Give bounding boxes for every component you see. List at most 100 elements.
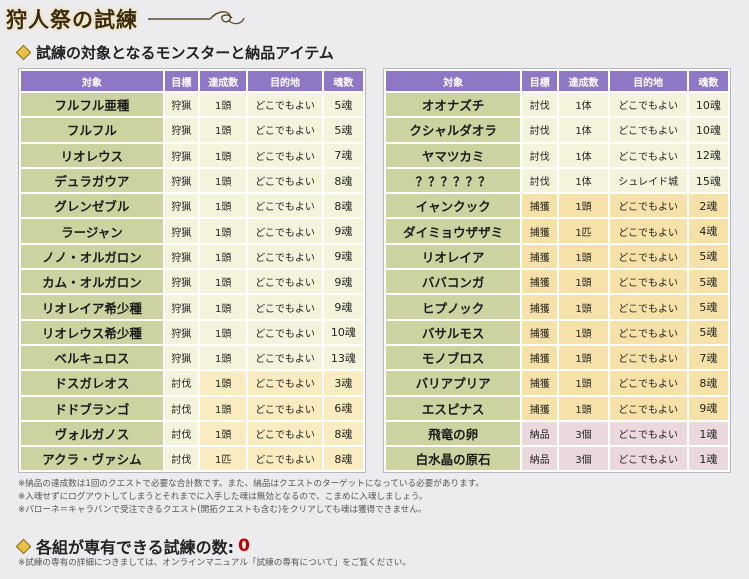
cell-count: 1頭 (559, 244, 608, 269)
cell-method: 討伐 (522, 168, 558, 193)
cell-count: 1体 (559, 93, 608, 117)
cell-souls: 1魂 (688, 421, 728, 446)
cell-count: 1頭 (200, 118, 247, 142)
table-row: ダイミョウザザミ 捕獲 1匹 どこでもよい 4魂 (386, 219, 728, 243)
table-row: ベルキュロス 狩猟 1頭 どこでもよい 13魂 (21, 345, 363, 370)
table-row: リオレイア 捕獲 1頭 どこでもよい 5魂 (386, 244, 728, 269)
cell-destination: どこでもよい (609, 270, 687, 294)
cell-destination: どこでもよい (248, 371, 322, 395)
diamond-bullet-icon (15, 44, 32, 61)
cell-method: 狩猟 (164, 194, 199, 218)
cell-target: デュラガウア (21, 168, 163, 193)
cell-destination: どこでもよい (609, 219, 687, 243)
table-row: リオレウス希少種 狩猟 1頭 どこでもよい 10魂 (21, 320, 363, 344)
cell-souls: 5魂 (688, 270, 728, 294)
table-row: ヤマツカミ 討伐 1体 どこでもよい 12魂 (386, 143, 728, 167)
cell-souls: 8魂 (323, 194, 363, 218)
notes-block: ※納品の達成数は1回のクエストで必要な合計数です。また、納品はクエストのターゲッ… (18, 478, 484, 517)
cell-target: リオレイア (386, 244, 521, 269)
cell-souls: 9魂 (323, 219, 363, 243)
cell-count: 1頭 (559, 295, 608, 319)
cell-count: 1匹 (559, 219, 608, 243)
exclusive-count: 0 (238, 536, 250, 556)
cell-souls: 3魂 (323, 371, 363, 395)
cell-destination: どこでもよい (609, 244, 687, 269)
cell-target: カム・オルガロン (21, 270, 163, 294)
cell-target: ヒプノック (386, 295, 521, 319)
cell-target: ベルキュロス (21, 345, 163, 370)
cell-method: 討伐 (164, 396, 199, 420)
cell-target: フルフル (21, 118, 163, 142)
cell-destination: どこでもよい (248, 320, 322, 344)
cell-souls: 13魂 (323, 345, 363, 370)
table-header-row: 対象 目標 達成数 目的地 魂数 (386, 71, 728, 91)
cell-method: 捕獲 (522, 371, 558, 395)
cell-souls: 7魂 (323, 143, 363, 167)
cell-destination: どこでもよい (248, 194, 322, 218)
cell-destination: どこでもよい (609, 371, 687, 395)
table-row: リオレイア希少種 狩猟 1頭 どこでもよい 9魂 (21, 295, 363, 319)
cell-target: モノブロス (386, 345, 521, 370)
cell-souls: 5魂 (323, 118, 363, 142)
cell-destination: どこでもよい (609, 396, 687, 420)
cell-count: 1頭 (200, 93, 247, 117)
cell-count: 1頭 (559, 371, 608, 395)
cell-target: ノノ・オルガロン (21, 244, 163, 269)
table-row: フルフル亜種 狩猟 1頭 どこでもよい 5魂 (21, 93, 363, 117)
table-row: 白水晶の原石 納品 3個 どこでもよい 1魂 (386, 447, 728, 471)
cell-souls: 5魂 (323, 93, 363, 117)
cell-method: 討伐 (164, 421, 199, 446)
section-heading-targets: 試練の対象となるモンスターと納品アイテム (15, 42, 334, 63)
cell-souls: 8魂 (323, 447, 363, 471)
cell-count: 1頭 (200, 168, 247, 193)
cell-souls: 7魂 (688, 345, 728, 370)
header-method: 目標 (164, 71, 199, 91)
table-row: フルフル 狩猟 1頭 どこでもよい 5魂 (21, 118, 363, 142)
cell-souls: 9魂 (323, 244, 363, 269)
cell-souls: 2魂 (688, 194, 728, 218)
cell-souls: 12魂 (688, 143, 728, 167)
cell-target: エスピナス (386, 396, 521, 420)
cell-destination: どこでもよい (248, 270, 322, 294)
note-line: ※納品の達成数は1回のクエストで必要な合計数です。また、納品はクエストのターゲッ… (18, 479, 484, 489)
header-destination: 目的地 (248, 71, 322, 91)
cell-destination: どこでもよい (609, 194, 687, 218)
cell-count: 1体 (559, 168, 608, 193)
footnote: ※試練の専有の詳細につきましては、オンラインマニュアル「試練の専有について」をご… (18, 558, 411, 568)
cell-souls: 9魂 (688, 396, 728, 420)
table-row: エスピナス 捕獲 1頭 どこでもよい 9魂 (386, 396, 728, 420)
cell-souls: 15魂 (688, 168, 728, 193)
table-row: ラージャン 狩猟 1頭 どこでもよい 9魂 (21, 219, 363, 243)
cell-destination: どこでもよい (609, 447, 687, 471)
cell-count: 1頭 (200, 219, 247, 243)
table-row: ドドブランゴ 討伐 1頭 どこでもよい 6魂 (21, 396, 363, 420)
cell-target: バリアプリア (386, 371, 521, 395)
cell-target: 白水晶の原石 (386, 447, 521, 471)
table-row: アクラ・ヴァシム 討伐 1匹 どこでもよい 8魂 (21, 447, 363, 471)
cell-count: 1頭 (559, 320, 608, 344)
ornament-flourish-icon (148, 11, 245, 25)
cell-target: ヤマツカミ (386, 143, 521, 167)
table-row: ババコンガ 捕獲 1頭 どこでもよい 5魂 (386, 270, 728, 294)
cell-method: 狩猟 (164, 118, 199, 142)
diamond-bullet-icon (15, 538, 32, 554)
cell-target: リオレウス希少種 (21, 320, 163, 344)
table-row: ヴォルガノス 討伐 1頭 どこでもよい 8魂 (21, 421, 363, 446)
cell-method: 狩猟 (164, 295, 199, 319)
cell-target: グレンゼブル (21, 194, 163, 218)
cell-method: 狩猟 (164, 320, 199, 344)
cell-method: 討伐 (522, 143, 558, 167)
cell-count: 1頭 (200, 371, 247, 395)
table-row: バサルモス 捕獲 1頭 どこでもよい 5魂 (386, 320, 728, 344)
cell-target: ドドブランゴ (21, 396, 163, 420)
cell-method: 狩猟 (164, 345, 199, 370)
cell-souls: 10魂 (688, 118, 728, 142)
cell-count: 1頭 (200, 396, 247, 420)
cell-souls: 5魂 (688, 244, 728, 269)
cell-souls: 5魂 (688, 320, 728, 344)
cell-destination: どこでもよい (609, 345, 687, 370)
cell-count: 3個 (559, 447, 608, 471)
cell-destination: どこでもよい (609, 118, 687, 142)
trial-table-left: 対象 目標 達成数 目的地 魂数 フルフル亜種 狩猟 1頭 どこでもよい 5魂 フルフル狩… (18, 68, 366, 474)
cell-souls: 4魂 (688, 219, 728, 243)
